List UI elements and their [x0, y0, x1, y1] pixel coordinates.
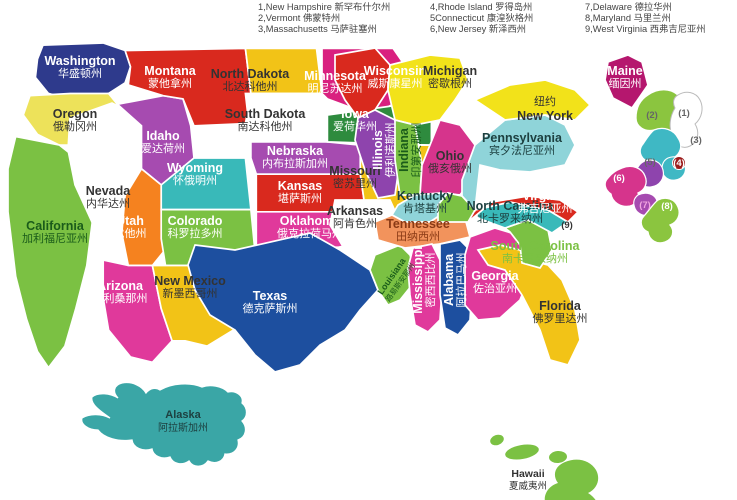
svg-text:夏威夷州: 夏威夷州: [509, 480, 547, 492]
svg-text:(8): (8): [661, 201, 673, 212]
svg-text:威斯康星州: 威斯康星州: [368, 76, 423, 90]
svg-text:南卡罗来纳州: 南卡罗来纳州: [502, 252, 568, 265]
svg-text:Colorado: Colorado: [168, 214, 223, 228]
svg-text:Alaska: Alaska: [165, 409, 201, 421]
svg-text:Wyoming: Wyoming: [167, 161, 223, 175]
svg-text:Wisconsin: Wisconsin: [364, 64, 426, 78]
svg-text:Iowa: Iowa: [341, 107, 370, 121]
svg-text:Pennsylvania: Pennsylvania: [482, 131, 563, 145]
svg-text:新墨西哥州: 新墨西哥州: [163, 286, 218, 300]
svg-text:(6): (6): [613, 173, 625, 184]
svg-text:伊利诺斯州: 伊利诺斯州: [384, 123, 397, 178]
svg-text:9,West Virginia 西弗吉尼亚州: 9,West Virginia 西弗吉尼亚州: [585, 23, 706, 34]
svg-text:(2): (2): [646, 110, 658, 121]
svg-text:New Mexico: New Mexico: [154, 274, 226, 288]
svg-text:佐治亚州: 佐治亚州: [473, 281, 517, 295]
svg-text:Washington: Washington: [44, 54, 115, 68]
svg-text:Indiana: Indiana: [397, 127, 411, 172]
svg-text:德克萨斯州: 德克萨斯州: [243, 301, 298, 315]
svg-text:Florida: Florida: [539, 299, 582, 313]
svg-text:华盛顿州: 华盛顿州: [58, 66, 102, 80]
svg-text:亚利桑那州: 亚利桑那州: [93, 292, 148, 305]
svg-text:加利福尼亚州: 加利福尼亚州: [22, 231, 88, 245]
svg-text:缅因州: 缅因州: [609, 76, 642, 90]
svg-text:1,New Hampshire 新罕布什尔州: 1,New Hampshire 新罕布什尔州: [258, 1, 390, 12]
svg-text:科罗拉多州: 科罗拉多州: [168, 226, 223, 240]
svg-text:Kentucky: Kentucky: [397, 189, 453, 203]
svg-text:内布拉斯加州: 内布拉斯加州: [262, 156, 328, 170]
svg-text:South Dakota: South Dakota: [225, 107, 307, 121]
svg-text:Mississippi: Mississippi: [411, 246, 425, 313]
svg-text:(4): (4): [673, 158, 685, 169]
svg-text:明尼苏达州: 明尼苏达州: [308, 82, 363, 95]
svg-text:8,Maryland 马里兰州: 8,Maryland 马里兰州: [585, 12, 671, 23]
svg-text:Michigan: Michigan: [423, 64, 477, 78]
svg-text:Arkansas: Arkansas: [327, 204, 383, 218]
svg-text:Nevada: Nevada: [86, 184, 132, 198]
svg-text:Montana: Montana: [144, 64, 196, 78]
svg-text:7,Delaware 德拉华州: 7,Delaware 德拉华州: [585, 1, 672, 12]
svg-text:Arizona: Arizona: [97, 279, 144, 293]
svg-text:密苏里州: 密苏里州: [333, 176, 377, 190]
svg-text:5Connecticut 康湟狄格州: 5Connecticut 康湟狄格州: [430, 12, 533, 23]
svg-text:Hawaii: Hawaii: [511, 468, 544, 480]
svg-text:Nebraska: Nebraska: [267, 144, 324, 158]
svg-text:印第安那州: 印第安那州: [409, 123, 423, 178]
svg-text:阿拉斯加州: 阿拉斯加州: [158, 421, 208, 434]
svg-text:California: California: [26, 219, 85, 233]
svg-text:Georgia: Georgia: [471, 269, 519, 283]
svg-text:(7): (7): [639, 200, 651, 211]
svg-text:Texas: Texas: [253, 289, 288, 303]
svg-text:北达科他州: 北达科他州: [223, 79, 278, 93]
svg-text:蒙他拿州: 蒙他拿州: [148, 76, 192, 90]
svg-text:内华达州: 内华达州: [86, 196, 130, 210]
svg-text:佛罗里达州: 佛罗里达州: [533, 312, 588, 325]
svg-text:堪萨斯州: 堪萨斯州: [278, 192, 322, 205]
svg-text:2,Vermont 佛蒙特州: 2,Vermont 佛蒙特州: [258, 12, 340, 23]
svg-text:Alabama: Alabama: [442, 253, 456, 306]
svg-text:犹他州: 犹他州: [114, 227, 147, 240]
svg-text:Kansas: Kansas: [278, 179, 323, 193]
svg-text:Ohio: Ohio: [436, 149, 465, 163]
svg-text:(5): (5): [644, 157, 656, 168]
svg-text:田纳西州: 田纳西州: [396, 230, 440, 243]
svg-text:密西西比州: 密西西比州: [423, 253, 437, 308]
svg-text:South Carolina: South Carolina: [491, 239, 581, 253]
svg-text:(3): (3): [690, 135, 702, 146]
svg-text:4,Rhode Island 罗得岛州: 4,Rhode Island 罗得岛州: [430, 1, 532, 12]
svg-text:爱达荷州: 爱达荷州: [141, 142, 185, 155]
svg-text:Oregon: Oregon: [53, 107, 97, 121]
svg-text:(9): (9): [561, 220, 573, 231]
svg-text:Maine: Maine: [607, 64, 642, 78]
svg-text:俄勒冈州: 俄勒冈州: [53, 120, 97, 133]
svg-text:纽约: 纽约: [534, 94, 556, 108]
svg-text:肯塔基州: 肯塔基州: [403, 202, 447, 215]
svg-text:怀俄明州: 怀俄明州: [173, 174, 217, 187]
svg-text:Minnesota: Minnesota: [304, 69, 367, 83]
svg-text:宾夕法尼亚州: 宾夕法尼亚州: [489, 143, 555, 157]
svg-text:New York: New York: [517, 109, 573, 123]
svg-text:Illinois: Illinois: [371, 130, 385, 170]
svg-text:Utah: Utah: [116, 214, 144, 228]
svg-text:密歇根州: 密歇根州: [428, 76, 472, 90]
svg-text:弗吉尼亚州: 弗吉尼亚州: [518, 201, 573, 215]
svg-text:阿肯色州: 阿肯色州: [333, 216, 377, 230]
svg-text:3,Massachusetts 马萨驻塞州: 3,Massachusetts 马萨驻塞州: [258, 23, 377, 34]
svg-text:Idaho: Idaho: [146, 129, 180, 143]
svg-text:North Dakota: North Dakota: [211, 67, 291, 81]
svg-text:阿拉巴马州: 阿拉巴马州: [454, 253, 468, 308]
svg-text:(1): (1): [678, 108, 690, 119]
svg-text:俄亥俄州: 俄亥俄州: [428, 161, 472, 175]
svg-text:Tennessee: Tennessee: [386, 217, 450, 231]
svg-text:6,New Jersey 新泽西州: 6,New Jersey 新泽西州: [430, 23, 526, 34]
svg-text:南达科他州: 南达科他州: [238, 119, 293, 133]
svg-text:Virginia: Virginia: [522, 189, 569, 203]
